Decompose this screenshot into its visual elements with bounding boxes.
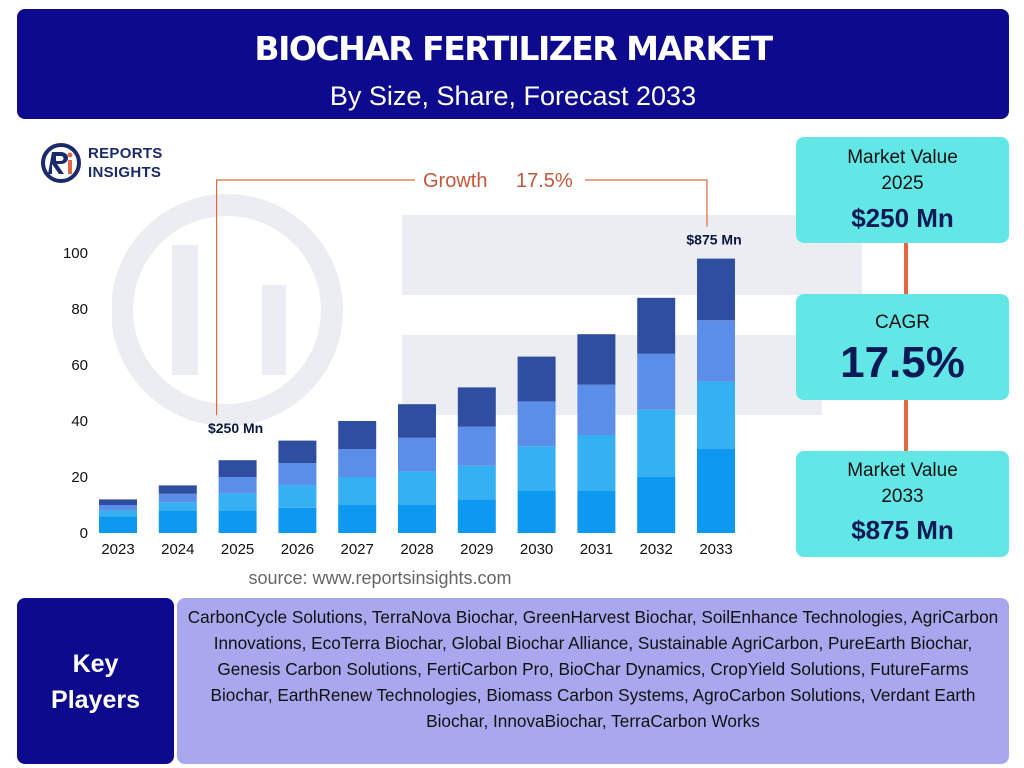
bar-segment	[278, 440, 317, 463]
y-axis: 0 20 40 60 80 100	[63, 245, 88, 542]
growth-bracket-line	[216, 179, 415, 416]
key-players-heading-line1: Key	[72, 650, 119, 678]
x-tick-label: 2024	[161, 541, 194, 558]
bar-series	[99, 258, 735, 533]
bar-segment	[637, 353, 676, 410]
title-banner: BIOCHAR FERTILIZER MARKET By Size, Share…	[17, 9, 1009, 119]
x-tick-label: 2029	[460, 541, 493, 558]
logo-ri-icon	[41, 143, 81, 183]
key-players-heading: Key Players	[17, 598, 174, 764]
bar-segment	[338, 505, 377, 533]
kpi-value: 17.5%	[840, 338, 965, 387]
source-note: source: www.reportsinsights.com	[248, 568, 512, 588]
annotations: $250 Mn $875 Mn Growth 17.5%	[208, 170, 742, 436]
x-tick-label: 2028	[400, 541, 433, 558]
bar-segment	[218, 477, 257, 494]
bar-segment	[637, 409, 676, 477]
y-tick-label: 40	[71, 413, 88, 430]
y-tick-label: 80	[71, 301, 88, 318]
bar-segment	[517, 356, 556, 402]
bar-segment	[398, 437, 436, 472]
key-players-heading-line2: Players	[51, 686, 140, 714]
key-players-list: CarbonCycle Solutions, TerraNova Biochar…	[177, 598, 1009, 764]
y-tick-label: 60	[71, 357, 88, 374]
kpi-label: Market Value 2033	[847, 460, 958, 507]
kpi-label: Market Value 2025	[847, 147, 958, 194]
growth-label: Growth	[423, 170, 487, 192]
kpi-connector	[904, 243, 908, 294]
bar-segment	[577, 384, 616, 435]
bar-segment	[517, 401, 556, 447]
bar-segment	[457, 426, 496, 466]
bar-segment	[158, 485, 197, 494]
bar-segment	[577, 491, 616, 533]
y-tick-label: 20	[71, 469, 88, 486]
bar-segment	[278, 507, 317, 533]
kpi-market-value-2033: Market Value 2033 $875 Mn	[796, 451, 1009, 557]
bar-segment	[697, 320, 735, 382]
bar-segment	[697, 381, 735, 449]
kpi-connector	[904, 400, 908, 451]
logo-text-reports: REPORTS	[88, 145, 163, 162]
logo-text-insights: INSIGHTS	[88, 164, 162, 181]
bar-segment	[398, 471, 436, 505]
bar-segment	[577, 334, 616, 385]
brand-logo: REPORTS INSIGHTS	[40, 142, 220, 184]
bar-segment	[158, 493, 197, 503]
bar-segment	[457, 465, 496, 500]
growth-bracket-line	[585, 179, 708, 227]
kpi-cagr: CAGR 17.5%	[796, 294, 1009, 400]
data-label: $875 Mn	[686, 232, 741, 248]
kpi-label: CAGR	[875, 312, 930, 333]
bar-segment	[218, 510, 257, 533]
x-tick-label: 2026	[281, 541, 314, 558]
bar-segment	[158, 502, 197, 511]
bar-segment	[457, 387, 496, 427]
x-tick-label: 2023	[101, 541, 134, 558]
x-tick-label: 2027	[341, 541, 374, 558]
bar-segment	[99, 510, 137, 517]
y-tick-label: 0	[80, 525, 88, 542]
bar-segment	[637, 477, 676, 533]
bar-segment	[99, 516, 137, 533]
x-axis: 2023 2024 2025 2026 2027 2028 2029 2030 2031 2032…	[101, 541, 732, 558]
x-tick-label: 2033	[699, 541, 732, 558]
bar-segment	[158, 510, 197, 533]
bar-segment	[697, 449, 735, 533]
data-label: $250 Mn	[208, 420, 263, 436]
page-subtitle: By Size, Share, Forecast 2033	[329, 81, 697, 111]
bar-segment	[637, 297, 676, 354]
x-tick-label: 2031	[580, 541, 613, 558]
bar-segment	[218, 493, 257, 511]
y-tick-label: 100	[63, 245, 88, 262]
bar-segment	[218, 460, 257, 477]
kpi-market-value-2025: Market Value 2025 $250 Mn	[796, 137, 1009, 243]
watermark-logo	[112, 194, 862, 426]
bar-segment	[99, 499, 137, 505]
bar-segment	[398, 404, 436, 438]
bar-segment	[398, 505, 436, 533]
x-tick-label: 2025	[221, 541, 254, 558]
bar-segment	[338, 477, 377, 505]
bar-segment	[577, 435, 616, 491]
x-tick-label: 2030	[520, 541, 553, 558]
bar-segment	[338, 449, 377, 477]
bar-segment	[338, 421, 377, 449]
bar-segment	[697, 258, 735, 321]
growth-value: 17.5%	[516, 170, 573, 192]
kpi-value: $250 Mn	[851, 203, 954, 233]
bar-segment	[278, 463, 317, 486]
page-title: BIOCHAR FERTILIZER MARKET	[254, 29, 773, 68]
kpi-value: $875 Mn	[851, 515, 954, 545]
bar-segment	[517, 491, 556, 533]
bar-segment	[278, 485, 317, 508]
bar-segment	[517, 446, 556, 491]
bar-segment	[457, 499, 496, 533]
bar-segment	[99, 505, 137, 511]
x-tick-label: 2032	[640, 541, 673, 558]
